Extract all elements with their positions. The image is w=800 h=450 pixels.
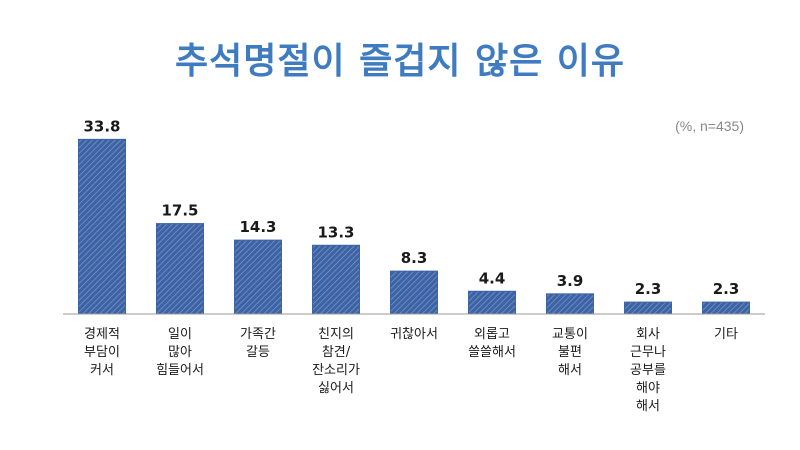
category-label-line: 귀찮아서: [390, 327, 438, 342]
category-label-line: 근무나: [630, 345, 666, 360]
category-label-line: 부담이: [84, 345, 120, 360]
chart-title: 추석명절이 즐겁지 않은 이유: [174, 41, 626, 82]
category-label-line: 일이: [168, 327, 192, 342]
value-label-2: 14.3: [239, 218, 276, 236]
value-label-6: 3.9: [557, 272, 584, 290]
category-label-line: 힘들어서: [156, 363, 204, 378]
category-label-line: 공부를: [630, 363, 666, 378]
category-label-line: 싫어서: [318, 381, 354, 396]
bar-5: [468, 290, 516, 315]
category-label-line: 교통이: [552, 327, 588, 342]
bar-8: [702, 301, 750, 315]
category-label-line: 해서: [636, 399, 660, 414]
category-label-line: 외롭고: [474, 327, 510, 342]
bar-3: [312, 244, 360, 315]
category-label-line: 커서: [90, 363, 114, 378]
value-label-3: 13.3: [317, 223, 354, 241]
sample-note: (%, n=435): [675, 118, 744, 134]
category-label-line: 기타: [714, 327, 738, 342]
category-label-line: 해야: [636, 381, 660, 396]
category-label-line: 잔소리가: [312, 363, 360, 378]
bar-1: [156, 223, 204, 315]
category-label-line: 해서: [558, 363, 582, 378]
value-label-0: 33.8: [83, 117, 120, 135]
bar-0: [78, 138, 126, 315]
bar-7: [624, 301, 672, 315]
value-labels-group: 33.8 17.5 14.3 13.3 8.3 4.4 3.9 2.3 2.3: [83, 117, 739, 298]
category-label-line: 쓸쓸해서: [468, 345, 516, 360]
category-label-line: 참견/: [322, 345, 351, 360]
value-label-7: 2.3: [635, 280, 662, 298]
category-label-line: 불편: [558, 345, 582, 360]
value-label-8: 2.3: [713, 280, 740, 298]
category-label-line: 많아: [168, 345, 192, 360]
bar-2: [234, 239, 282, 315]
category-label-8: 기타: [714, 327, 738, 342]
value-label-4: 8.3: [401, 249, 428, 267]
bars-group: [78, 138, 750, 315]
bar-4: [390, 270, 438, 315]
category-label-line: 갈등: [246, 345, 270, 360]
category-label-line: 가족간: [240, 327, 276, 342]
category-label-line: 경제적: [84, 327, 120, 342]
bar-6: [546, 293, 594, 315]
category-label-4: 귀찮아서: [390, 327, 438, 342]
category-label-line: 회사: [636, 327, 660, 342]
value-label-5: 4.4: [479, 269, 506, 287]
value-label-1: 17.5: [161, 202, 198, 220]
category-label-line: 친지의: [318, 327, 354, 342]
